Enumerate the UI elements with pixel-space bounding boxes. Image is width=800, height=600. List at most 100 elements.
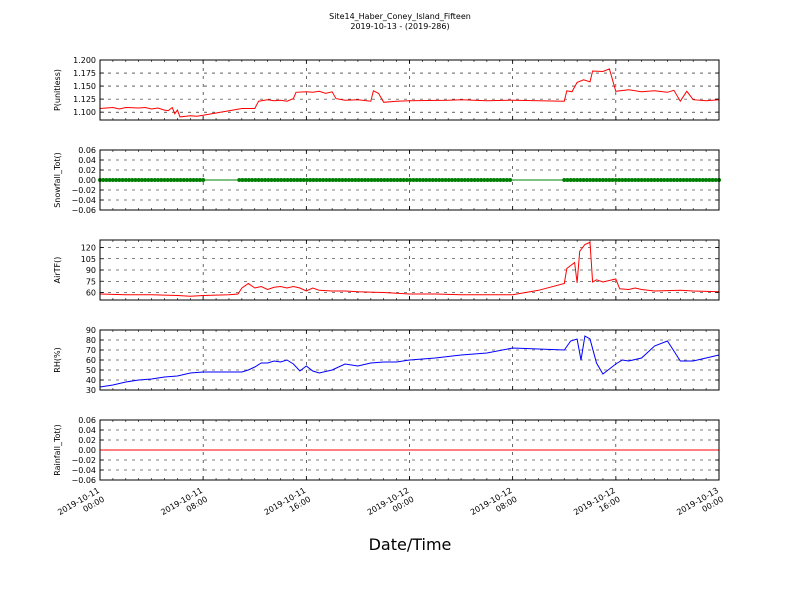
data-point xyxy=(568,178,573,182)
data-point xyxy=(130,178,135,182)
data-point xyxy=(388,178,393,182)
data-point xyxy=(369,178,374,182)
data-point xyxy=(642,178,647,182)
y-tick-label: 0.06 xyxy=(78,146,96,155)
y-tick-label: 75 xyxy=(86,277,96,286)
x-tick-label: 2019-10-1116:00 xyxy=(263,486,313,526)
data-point xyxy=(401,178,406,182)
data-point xyxy=(168,178,173,182)
data-point xyxy=(385,178,390,182)
data-point xyxy=(201,178,206,182)
data-point xyxy=(123,178,128,182)
data-point xyxy=(453,178,458,182)
y-tick-label: 50 xyxy=(86,366,96,375)
data-point xyxy=(250,178,255,182)
y-tick-label: −0.04 xyxy=(71,196,96,205)
data-point xyxy=(475,178,480,182)
y-tick-label: 120 xyxy=(81,244,96,253)
panel-1: −0.06−0.04−0.020.000.020.040.06 Snowfall_… xyxy=(53,146,721,215)
data-point xyxy=(398,178,403,182)
data-point xyxy=(491,178,496,182)
y-tick-label: 0.04 xyxy=(78,426,96,435)
data-point xyxy=(681,178,686,182)
data-point xyxy=(633,178,638,182)
data-point xyxy=(671,178,676,182)
data-point xyxy=(104,178,109,182)
data-point xyxy=(395,178,400,182)
data-point xyxy=(110,178,115,182)
data-point xyxy=(597,178,602,182)
y-tick-label: −0.04 xyxy=(71,466,96,475)
data-point xyxy=(156,178,161,182)
y-tick-label: 1.125 xyxy=(73,95,96,104)
data-point xyxy=(165,178,170,182)
y-tick-label: 0.02 xyxy=(78,436,96,445)
data-point xyxy=(456,178,461,182)
data-point xyxy=(629,178,634,182)
data-point xyxy=(243,178,248,182)
data-point xyxy=(146,178,151,182)
data-point xyxy=(662,178,667,182)
data-point xyxy=(346,178,351,182)
data-point xyxy=(162,178,167,182)
y-tick-label: 1.150 xyxy=(73,82,96,91)
data-point xyxy=(253,178,258,182)
data-point xyxy=(620,178,625,182)
data-point xyxy=(379,178,384,182)
panel-0: 1.100 1.125 1.150 1.175 1.200 P(unitless) xyxy=(53,56,720,121)
y-axis-label: AirTF() xyxy=(53,257,62,284)
data-point xyxy=(430,178,435,182)
data-point xyxy=(408,178,413,182)
data-point xyxy=(623,178,628,182)
data-point xyxy=(421,178,426,182)
data-point xyxy=(363,178,368,182)
y-tick-label: 90 xyxy=(86,266,96,275)
data-point xyxy=(266,178,271,182)
data-point xyxy=(440,178,445,182)
data-point xyxy=(304,178,309,182)
data-point xyxy=(172,178,177,182)
data-point xyxy=(178,178,183,182)
data-point xyxy=(488,178,493,182)
data-point xyxy=(658,178,663,182)
data-point xyxy=(482,178,487,182)
data-point xyxy=(443,178,448,182)
data-point xyxy=(575,178,580,182)
data-point xyxy=(684,178,689,182)
data-point xyxy=(194,178,199,182)
data-point xyxy=(588,178,593,182)
panel-2: 60 75 90 105 120 AirTF() xyxy=(53,239,720,301)
data-point xyxy=(417,178,422,182)
data-point xyxy=(469,178,474,182)
data-point xyxy=(508,178,513,182)
data-point xyxy=(127,178,132,182)
data-point xyxy=(479,178,484,182)
x-tick-label: 2019-10-1100:00 xyxy=(56,486,106,526)
data-point xyxy=(191,178,196,182)
data-point xyxy=(343,178,348,182)
data-point xyxy=(462,178,467,182)
data-point xyxy=(311,178,316,182)
data-point xyxy=(697,178,702,182)
y-tick-label: 0.02 xyxy=(78,166,96,175)
data-point xyxy=(324,178,329,182)
data-point xyxy=(414,178,419,182)
data-point xyxy=(353,178,358,182)
data-point xyxy=(565,178,570,182)
data-point xyxy=(485,178,490,182)
data-point xyxy=(256,178,261,182)
y-tick-label: 1.100 xyxy=(73,108,96,117)
data-point xyxy=(700,178,705,182)
data-point xyxy=(107,178,112,182)
data-point xyxy=(143,178,148,182)
data-point xyxy=(321,178,326,182)
data-point xyxy=(175,178,180,182)
data-point xyxy=(263,178,268,182)
data-point xyxy=(337,178,342,182)
data-point xyxy=(197,178,202,182)
y-tick-label: 60 xyxy=(86,356,96,365)
plot-frame xyxy=(99,329,720,391)
data-point xyxy=(333,178,338,182)
data-point xyxy=(433,178,438,182)
